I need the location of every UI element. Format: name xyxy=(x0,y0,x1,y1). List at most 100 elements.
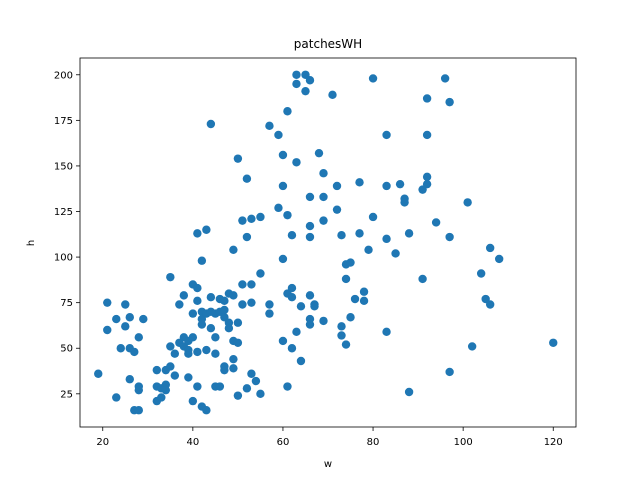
data-point xyxy=(242,232,252,242)
data-point xyxy=(319,169,328,178)
x-tick-label: 100 xyxy=(454,437,473,448)
data-point xyxy=(341,274,351,284)
x-tick-label: 20 xyxy=(96,437,109,448)
x-tick-label: 80 xyxy=(367,437,380,448)
data-point xyxy=(319,216,328,225)
data-point xyxy=(247,298,256,307)
data-point xyxy=(278,150,288,160)
y-tick-label: 75 xyxy=(60,298,73,309)
data-point xyxy=(485,300,495,309)
data-point xyxy=(283,382,292,391)
data-point xyxy=(233,338,243,347)
data-point xyxy=(400,198,409,207)
data-point xyxy=(215,382,225,391)
data-point xyxy=(287,231,297,240)
data-point xyxy=(395,179,405,189)
data-point xyxy=(121,300,130,309)
data-points xyxy=(94,70,558,415)
data-point xyxy=(287,283,297,293)
data-point xyxy=(292,327,301,337)
data-point xyxy=(422,172,432,182)
data-point xyxy=(355,229,364,238)
data-point xyxy=(305,221,315,231)
data-point xyxy=(278,336,288,346)
data-point xyxy=(220,305,229,315)
data-point xyxy=(382,234,391,244)
data-point xyxy=(94,369,103,378)
x-tick-label: 120 xyxy=(544,437,563,448)
data-point xyxy=(283,107,292,116)
data-point xyxy=(368,212,378,222)
data-point xyxy=(193,283,202,293)
data-point xyxy=(134,406,143,415)
data-point xyxy=(337,322,346,331)
data-point xyxy=(121,322,130,331)
data-point xyxy=(337,331,346,340)
data-point xyxy=(220,296,229,306)
data-point xyxy=(202,345,211,355)
data-point xyxy=(332,181,342,191)
x-tick-label: 40 xyxy=(186,437,199,448)
data-point xyxy=(206,119,216,129)
data-point xyxy=(193,347,202,357)
data-point xyxy=(422,94,432,103)
y-tick-label: 175 xyxy=(54,116,73,127)
data-point xyxy=(184,373,193,382)
data-point xyxy=(256,269,265,278)
data-point xyxy=(242,174,252,183)
data-point xyxy=(368,74,378,83)
data-point xyxy=(188,396,198,406)
data-point xyxy=(382,130,391,140)
x-tick-label: 60 xyxy=(277,437,290,448)
plot-frame xyxy=(79,57,577,428)
data-point xyxy=(418,274,427,284)
data-point xyxy=(125,375,134,384)
data-point xyxy=(125,313,134,322)
x-axis-label: w xyxy=(324,459,332,470)
data-point xyxy=(296,356,306,366)
data-point xyxy=(467,342,477,351)
data-point xyxy=(233,391,243,400)
y-tick-label: 150 xyxy=(54,161,73,172)
data-point xyxy=(265,309,274,318)
data-point xyxy=(445,367,454,377)
y-tick-label: 125 xyxy=(54,207,73,218)
data-point xyxy=(238,280,247,289)
data-point xyxy=(103,298,112,307)
data-point xyxy=(103,325,112,335)
data-point xyxy=(314,148,324,158)
data-point xyxy=(287,344,297,353)
data-point xyxy=(328,90,337,100)
data-point xyxy=(251,376,261,386)
data-point xyxy=(211,333,220,342)
data-point xyxy=(256,389,265,399)
data-point xyxy=(179,291,189,300)
data-point xyxy=(305,192,315,202)
data-point xyxy=(404,387,414,397)
data-point xyxy=(310,302,319,311)
data-point xyxy=(274,203,283,213)
data-point xyxy=(193,382,202,391)
data-point xyxy=(494,254,504,264)
data-point xyxy=(247,280,256,289)
data-point xyxy=(166,362,175,371)
data-point xyxy=(404,229,414,238)
data-point xyxy=(193,229,202,238)
data-point xyxy=(161,385,171,395)
data-point xyxy=(445,232,454,242)
data-point xyxy=(242,384,252,393)
data-point xyxy=(292,70,301,79)
chart-title: patchesWH xyxy=(294,37,362,51)
data-point xyxy=(296,302,306,311)
data-point xyxy=(139,314,148,324)
x-axis: 20 40 60 80 100 120 xyxy=(96,427,563,448)
data-point xyxy=(440,74,450,83)
data-point xyxy=(364,245,373,254)
data-point xyxy=(287,292,297,302)
data-point xyxy=(256,212,265,222)
data-point xyxy=(238,300,247,309)
data-point xyxy=(359,287,369,296)
data-point xyxy=(305,76,315,85)
data-point xyxy=(422,179,432,189)
data-point xyxy=(301,86,310,96)
